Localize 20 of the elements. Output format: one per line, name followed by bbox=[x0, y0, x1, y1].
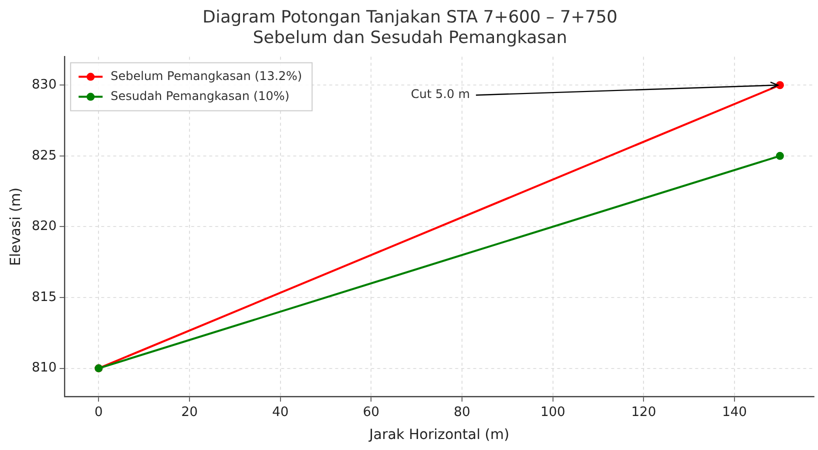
x-tick-label: 40 bbox=[272, 404, 289, 420]
x-tick-label: 80 bbox=[454, 404, 470, 420]
legend-label: Sesudah Pemangkasan (10%) bbox=[110, 88, 290, 103]
point bbox=[776, 152, 784, 160]
y-tick-label: 810 bbox=[32, 360, 57, 376]
legend-label: Sebelum Pemangkasan (13.2%) bbox=[110, 68, 302, 83]
annotation: Cut 5.0 m bbox=[410, 87, 470, 102]
y-axis-title: Elevasi (m) bbox=[8, 187, 24, 266]
x-tick-label: 100 bbox=[540, 404, 566, 420]
chart-title: Diagram Potongan Tanjakan STA 7+600 – 7+750 Sebelum dan Sesudah Pemangkasan bbox=[202, 8, 618, 48]
y-tick-label: 820 bbox=[32, 219, 57, 234]
y-tick-label: 830 bbox=[32, 77, 57, 92]
x-axis-title: Jarak Horizontal (m) bbox=[368, 427, 510, 444]
y-tick-label: 825 bbox=[32, 148, 57, 164]
x-tick-label: 0 bbox=[94, 404, 103, 420]
x-tick-label: 60 bbox=[362, 404, 380, 420]
x-tick-label: 20 bbox=[181, 404, 198, 420]
x-tick-label: 140 bbox=[722, 404, 747, 420]
x-tick-label: 120 bbox=[631, 404, 656, 420]
y-tick-label: 815 bbox=[32, 290, 57, 305]
